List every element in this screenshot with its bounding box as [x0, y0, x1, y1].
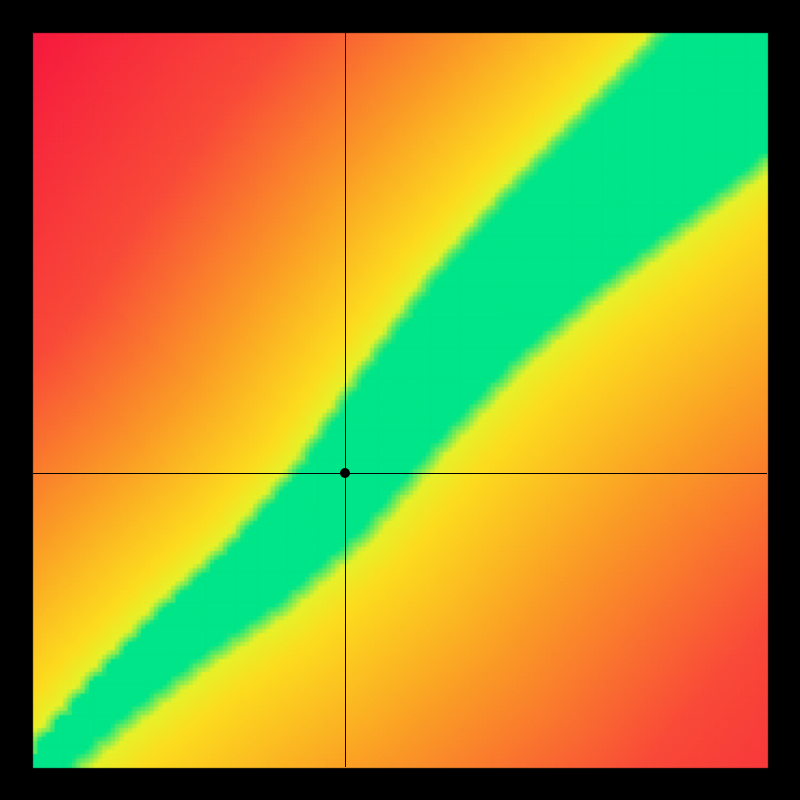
crosshair-horizontal	[33, 473, 767, 474]
heatmap-canvas	[0, 0, 800, 800]
chart-container: TheBottleneck.com	[0, 0, 800, 800]
data-point-marker	[340, 468, 350, 478]
crosshair-vertical	[345, 33, 346, 767]
